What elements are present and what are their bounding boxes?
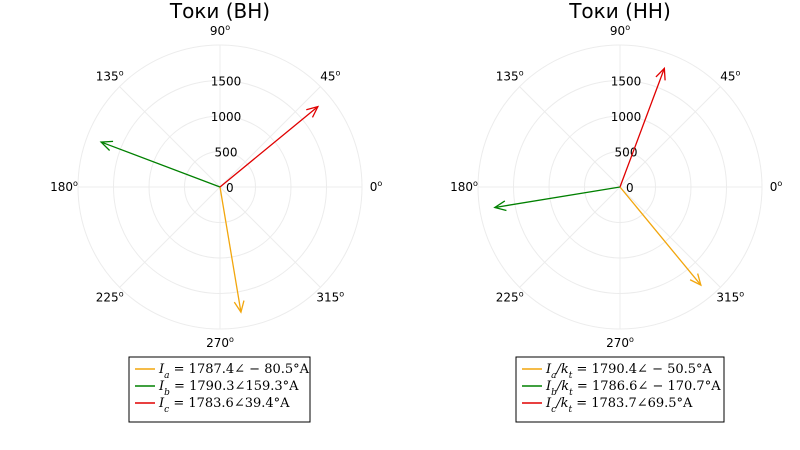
legend-entry: Ib = 1790.3∠159.3°A [158, 379, 299, 398]
phasor-line-1 [494, 186, 621, 209]
chart-title: Токи (НН) [568, 0, 671, 23]
radial-tick-label: 1000 [211, 110, 242, 124]
phasor-line-2 [219, 106, 319, 188]
phasor-arrowhead-2 [655, 66, 666, 81]
phasor-arrowhead-1 [493, 200, 507, 212]
angle-tick-label: 45o [320, 69, 340, 84]
angle-tick-label: 315o [716, 289, 744, 304]
phasor-arrowhead-0 [689, 273, 702, 287]
radial-tick-label: 500 [215, 146, 238, 160]
grid-spoke [119, 86, 221, 188]
legend-entry: Ic/kt = 1783.7∠69.5°A [545, 396, 693, 415]
angle-tick-label: 45o [720, 69, 740, 84]
radial-tick-label: 1000 [611, 110, 642, 124]
angle-tick-label: 180o [450, 179, 478, 194]
angle-tick-label: 0o [370, 179, 383, 194]
radial-tick-label: 500 [615, 146, 638, 160]
legend-entry: Ia = 1787.4∠ − 80.5°A [158, 362, 310, 381]
grid-spoke [119, 186, 221, 288]
chart-currents-lv: Токи (НН) 0o 45o 90o 135o 180o 225o 270o 315o 0 50… [450, 0, 783, 423]
grid-spoke [619, 86, 721, 188]
grid-spoke [219, 186, 321, 288]
radial-tick-label: 1500 [211, 75, 242, 89]
grid-spoke [519, 186, 621, 288]
legend-entry: Ia/kt = 1790.4∠ − 50.5°A [545, 362, 713, 381]
phasor-arrowhead-2 [306, 105, 320, 118]
legend: Ia/kt = 1790.4∠ − 50.5°AIb/kt = 1786.6∠ … [515, 356, 725, 423]
legend: Ia = 1787.4∠ − 80.5°AIb = 1790.3∠159.3°A… [128, 356, 311, 423]
chart-currents-hv: Токи (ВН) 0o 45o 90o 135o 180o 225o 270o 315o 0 50… [50, 0, 383, 423]
angle-tick-label: 225o [96, 289, 124, 304]
angle-tick-label: 135o [96, 69, 124, 84]
grid-spoke [619, 186, 721, 288]
angle-tick-label: 270o [206, 335, 234, 350]
legend-box [515, 356, 725, 423]
angle-tick-label: 225o [496, 289, 524, 304]
angle-tick-label: 135o [496, 69, 524, 84]
radial-tick-label: 0 [226, 181, 234, 195]
grid-spoke [519, 86, 621, 188]
phasor-arrowhead-1 [99, 140, 114, 151]
phasor-line-2 [619, 68, 665, 188]
phasor-line-1 [100, 141, 221, 188]
angle-tick-label: 0o [770, 179, 783, 194]
angle-tick-label: 90o [210, 23, 230, 38]
radial-tick-label: 1500 [611, 75, 642, 89]
angle-tick-label: 180o [50, 179, 78, 194]
legend-entry: Ic = 1783.6∠39.4°A [158, 396, 290, 415]
angle-tick-label: 315o [316, 289, 344, 304]
phasor-line-0 [219, 186, 242, 313]
angle-tick-label: 270o [606, 335, 634, 350]
phasor-line-0 [619, 186, 702, 286]
legend-box [128, 356, 311, 423]
radial-tick-label: 0 [626, 181, 634, 195]
chart-title: Токи (ВН) [169, 0, 270, 23]
angle-tick-label: 90o [610, 23, 630, 38]
phasor-arrowhead-0 [233, 300, 245, 314]
legend-entry: Ib/kt = 1786.6∠ − 170.7°A [545, 379, 721, 398]
grid-spoke [219, 86, 321, 188]
